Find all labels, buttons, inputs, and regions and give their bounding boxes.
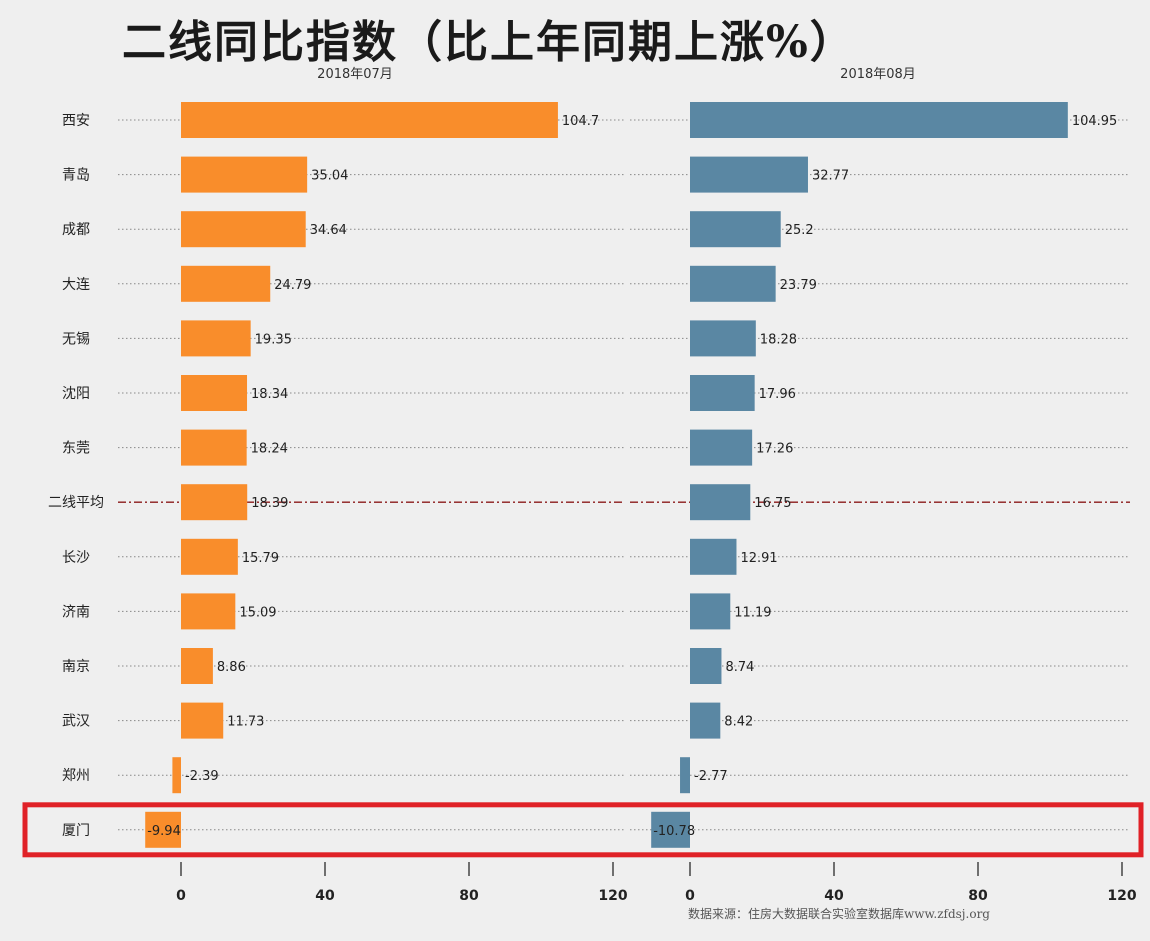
category-label: 济南 [62,604,90,620]
data-label: 17.26 [756,442,793,457]
category-label: 东莞 [62,441,90,457]
data-label: 25.2 [785,223,814,238]
category-label: 西安 [62,113,90,129]
category-label: 青岛 [62,168,90,184]
x-tick-label: 80 [459,888,479,904]
data-label: 34.64 [310,223,347,238]
bar [690,102,1068,138]
x-tick-label: 120 [1107,888,1136,904]
bar [690,320,756,357]
x-tick-label: 40 [315,888,335,904]
data-label: 32.77 [812,169,849,184]
bar [690,702,721,739]
bar [651,811,690,848]
bar [690,648,722,684]
bar [690,265,776,302]
data-label: 11.19 [734,605,771,620]
data-label: 19.35 [255,332,292,347]
bar [181,429,247,466]
data-label: 8.86 [217,660,246,675]
bar [690,593,731,630]
category-label: 郑州 [62,768,90,784]
bar [181,484,248,521]
bar [181,265,271,302]
bar [690,156,808,193]
data-label: -10.78 [653,824,695,839]
category-label: 沈阳 [62,386,90,402]
bar [181,648,213,684]
bar [181,702,224,739]
data-label: -2.39 [185,769,219,784]
bar [181,375,248,411]
data-label: 8.74 [725,660,754,675]
x-tick-label: 120 [598,888,627,904]
data-label: 104.7 [562,114,599,129]
data-label: -9.94 [147,824,181,839]
data-label: 35.04 [311,169,348,184]
category-label: 无锡 [62,331,90,347]
bar [172,757,181,794]
bar [690,484,751,521]
data-label: 15.79 [242,551,279,566]
data-label: 15.09 [239,605,276,620]
data-label: 18.34 [251,387,288,402]
bar [181,102,558,138]
bar [690,375,755,411]
bar [690,211,781,248]
category-label: 长沙 [62,550,90,566]
data-label: 11.73 [227,715,264,730]
bar [181,538,238,575]
data-label: 18.28 [760,332,797,347]
highlight-box [22,802,1144,858]
panel-title: 2018年07月 [317,67,393,82]
x-tick-label: 80 [968,888,988,904]
bar [181,211,306,248]
category-label: 厦门 [62,823,90,839]
bar [690,538,737,575]
data-label: 104.95 [1072,114,1118,129]
data-label: 16.75 [754,496,791,511]
x-tick-label: 40 [824,888,844,904]
category-label: 成都 [62,222,90,238]
data-label: 8.42 [724,715,753,730]
bar [181,320,251,357]
bar [181,156,308,193]
bar [690,429,753,466]
bar [145,811,181,848]
category-label: 南京 [62,659,90,675]
data-label: 18.39 [251,496,288,511]
source-note: 数据来源：住房大数据联合实验室数据库www.zfdsj.org [688,907,990,921]
x-tick-label: 0 [685,888,695,904]
bar [181,593,236,630]
category-label: 大连 [62,277,90,293]
data-label: 18.24 [251,442,288,457]
x-tick-label: 0 [176,888,186,904]
data-label: 24.79 [274,278,311,293]
data-label: 23.79 [780,278,817,293]
data-label: 12.91 [740,551,777,566]
bar [680,757,690,794]
panel-title: 2018年08月 [840,67,916,82]
category-label: 武汉 [62,714,90,730]
chart-title: 二线同比指数（比上年同期上涨%） [122,17,856,68]
category-label: 二线平均 [48,495,104,511]
data-label: -2.77 [694,769,728,784]
data-label: 17.96 [759,387,796,402]
